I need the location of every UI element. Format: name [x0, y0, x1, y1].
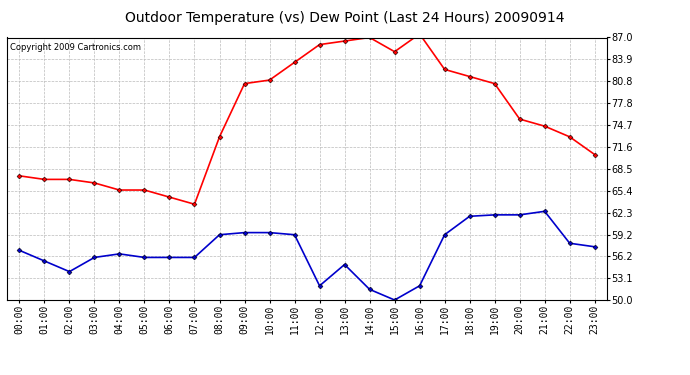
Text: Copyright 2009 Cartronics.com: Copyright 2009 Cartronics.com [10, 43, 141, 52]
Text: Outdoor Temperature (vs) Dew Point (Last 24 Hours) 20090914: Outdoor Temperature (vs) Dew Point (Last… [126, 11, 564, 25]
